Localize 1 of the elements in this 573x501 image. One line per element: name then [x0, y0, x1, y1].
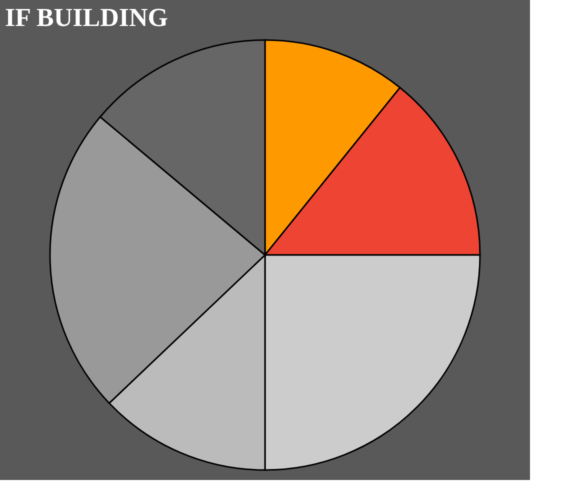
- chart-title: IF BUILDING: [5, 3, 168, 32]
